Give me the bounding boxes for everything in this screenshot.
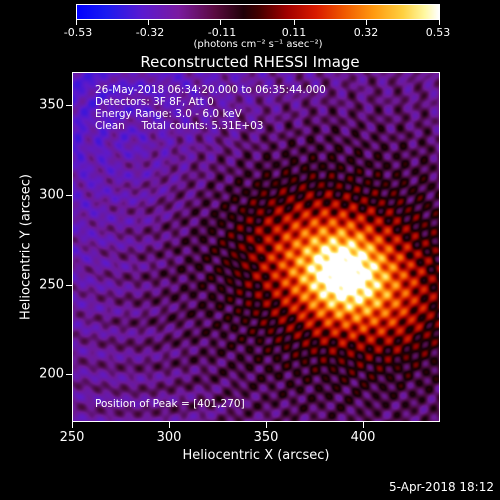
x-tick-label: 350 — [253, 430, 279, 445]
x-tick-label: 250 — [59, 430, 85, 445]
colorbar-tick-label: 0.32 — [353, 26, 379, 39]
annotation-clean-counts: Clean Total counts: 5.31E+03 — [95, 120, 264, 132]
y-tick — [66, 105, 72, 106]
colorbar-tick — [366, 20, 367, 25]
colorbar-tick — [148, 20, 149, 25]
colorbar-tick-label: -0.32 — [135, 26, 165, 39]
x-tick — [266, 422, 267, 428]
x-tick — [363, 422, 364, 428]
annotation-detectors: Detectors: 3F 8F, Att 0 — [95, 96, 214, 108]
y-tick-label: 250 — [39, 277, 64, 293]
annotation-energy-range: Energy Range: 3.0 - 6.0 keV — [95, 108, 242, 120]
colorbar-tick-label: 0.11 — [281, 26, 307, 39]
image-title: Reconstructed RHESSI Image — [140, 53, 360, 71]
y-tick — [66, 195, 72, 196]
colorbar-tick — [294, 20, 295, 25]
colorbar-tick-label: -0.11 — [207, 26, 237, 39]
y-tick-label: 300 — [39, 187, 64, 203]
y-tick — [66, 285, 72, 286]
y-tick-label: 200 — [39, 366, 64, 382]
rhessi-image — [73, 73, 439, 421]
annotation-time-range: 26-May-2018 06:34:20.000 to 06:35:44.000 — [95, 84, 326, 96]
y-tick-label: 350 — [39, 97, 64, 113]
x-tick-label: 400 — [350, 430, 376, 445]
colorbar-tick — [76, 20, 77, 25]
y-axis-label: Heliocentric Y (arcsec) — [18, 174, 34, 320]
colorbar-tick — [439, 20, 440, 25]
colorbar-tick-label: 0.53 — [425, 26, 451, 39]
x-tick-label: 300 — [156, 430, 182, 445]
y-tick — [66, 374, 72, 375]
image-plot: 26-May-2018 06:34:20.000 to 06:35:44.000… — [72, 72, 440, 422]
colorbar-units: (photons cm⁻² s⁻¹ asec⁻²) — [193, 39, 323, 50]
x-tick — [169, 422, 170, 428]
x-axis-label: Heliocentric X (arcsec) — [182, 448, 330, 463]
colorbar — [76, 4, 440, 20]
colorbar-tick — [220, 20, 221, 25]
timestamp: 5-Apr-2018 18:12 — [389, 480, 494, 494]
colorbar-tick-label: -0.53 — [63, 26, 93, 39]
x-tick — [72, 422, 73, 428]
annotation-peak-position: Position of Peak = [401,270] — [95, 398, 245, 410]
